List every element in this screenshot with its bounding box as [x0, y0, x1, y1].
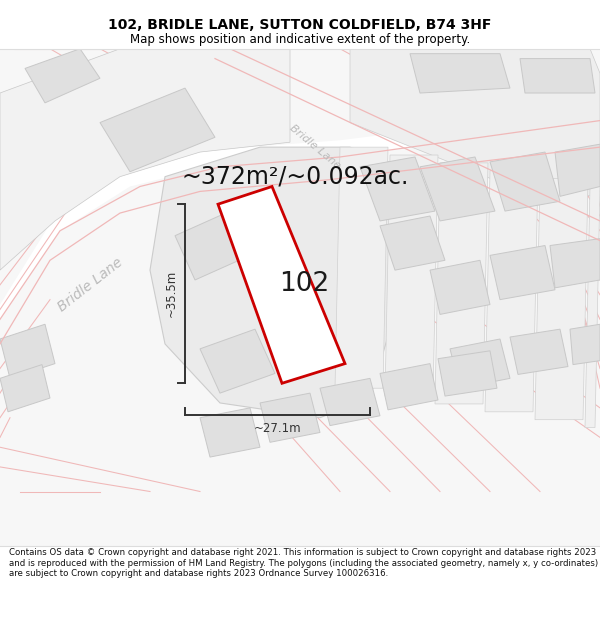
Polygon shape [510, 329, 568, 374]
Polygon shape [0, 49, 290, 270]
Polygon shape [350, 49, 600, 206]
Polygon shape [320, 378, 380, 426]
Polygon shape [385, 155, 438, 396]
Polygon shape [260, 393, 320, 442]
Text: 102, BRIDLE LANE, SUTTON COLDFIELD, B74 3HF: 102, BRIDLE LANE, SUTTON COLDFIELD, B74 … [109, 18, 491, 32]
Text: Bridle Lane: Bridle Lane [55, 256, 125, 314]
Text: 102: 102 [279, 271, 329, 298]
Text: ~35.5m: ~35.5m [164, 270, 178, 318]
Polygon shape [490, 152, 560, 211]
Polygon shape [485, 171, 538, 412]
Polygon shape [430, 260, 490, 314]
Polygon shape [0, 324, 55, 378]
Polygon shape [535, 179, 588, 419]
Polygon shape [380, 364, 438, 410]
Polygon shape [380, 216, 445, 270]
Polygon shape [435, 163, 488, 404]
Polygon shape [520, 59, 595, 93]
Polygon shape [585, 186, 600, 428]
Polygon shape [570, 324, 600, 364]
Text: ~27.1m: ~27.1m [254, 422, 301, 435]
Polygon shape [0, 107, 600, 319]
Polygon shape [218, 186, 345, 383]
Polygon shape [150, 147, 415, 418]
Polygon shape [555, 144, 600, 196]
Polygon shape [25, 49, 100, 103]
Polygon shape [550, 239, 600, 288]
Text: ~372m²/~0.092ac.: ~372m²/~0.092ac. [181, 164, 409, 189]
Polygon shape [100, 88, 215, 172]
Text: Map shows position and indicative extent of the property.: Map shows position and indicative extent… [130, 34, 470, 46]
Polygon shape [200, 329, 275, 393]
Polygon shape [438, 351, 497, 396]
Polygon shape [360, 157, 435, 221]
Polygon shape [335, 147, 388, 388]
Polygon shape [200, 408, 260, 457]
Polygon shape [0, 364, 50, 412]
Polygon shape [450, 339, 510, 388]
Text: Contains OS data © Crown copyright and database right 2021. This information is : Contains OS data © Crown copyright and d… [9, 548, 598, 578]
Polygon shape [175, 211, 250, 280]
Polygon shape [490, 246, 555, 299]
Text: Bridle Lane: Bridle Lane [287, 123, 343, 171]
Polygon shape [410, 54, 510, 93]
Polygon shape [420, 157, 495, 221]
